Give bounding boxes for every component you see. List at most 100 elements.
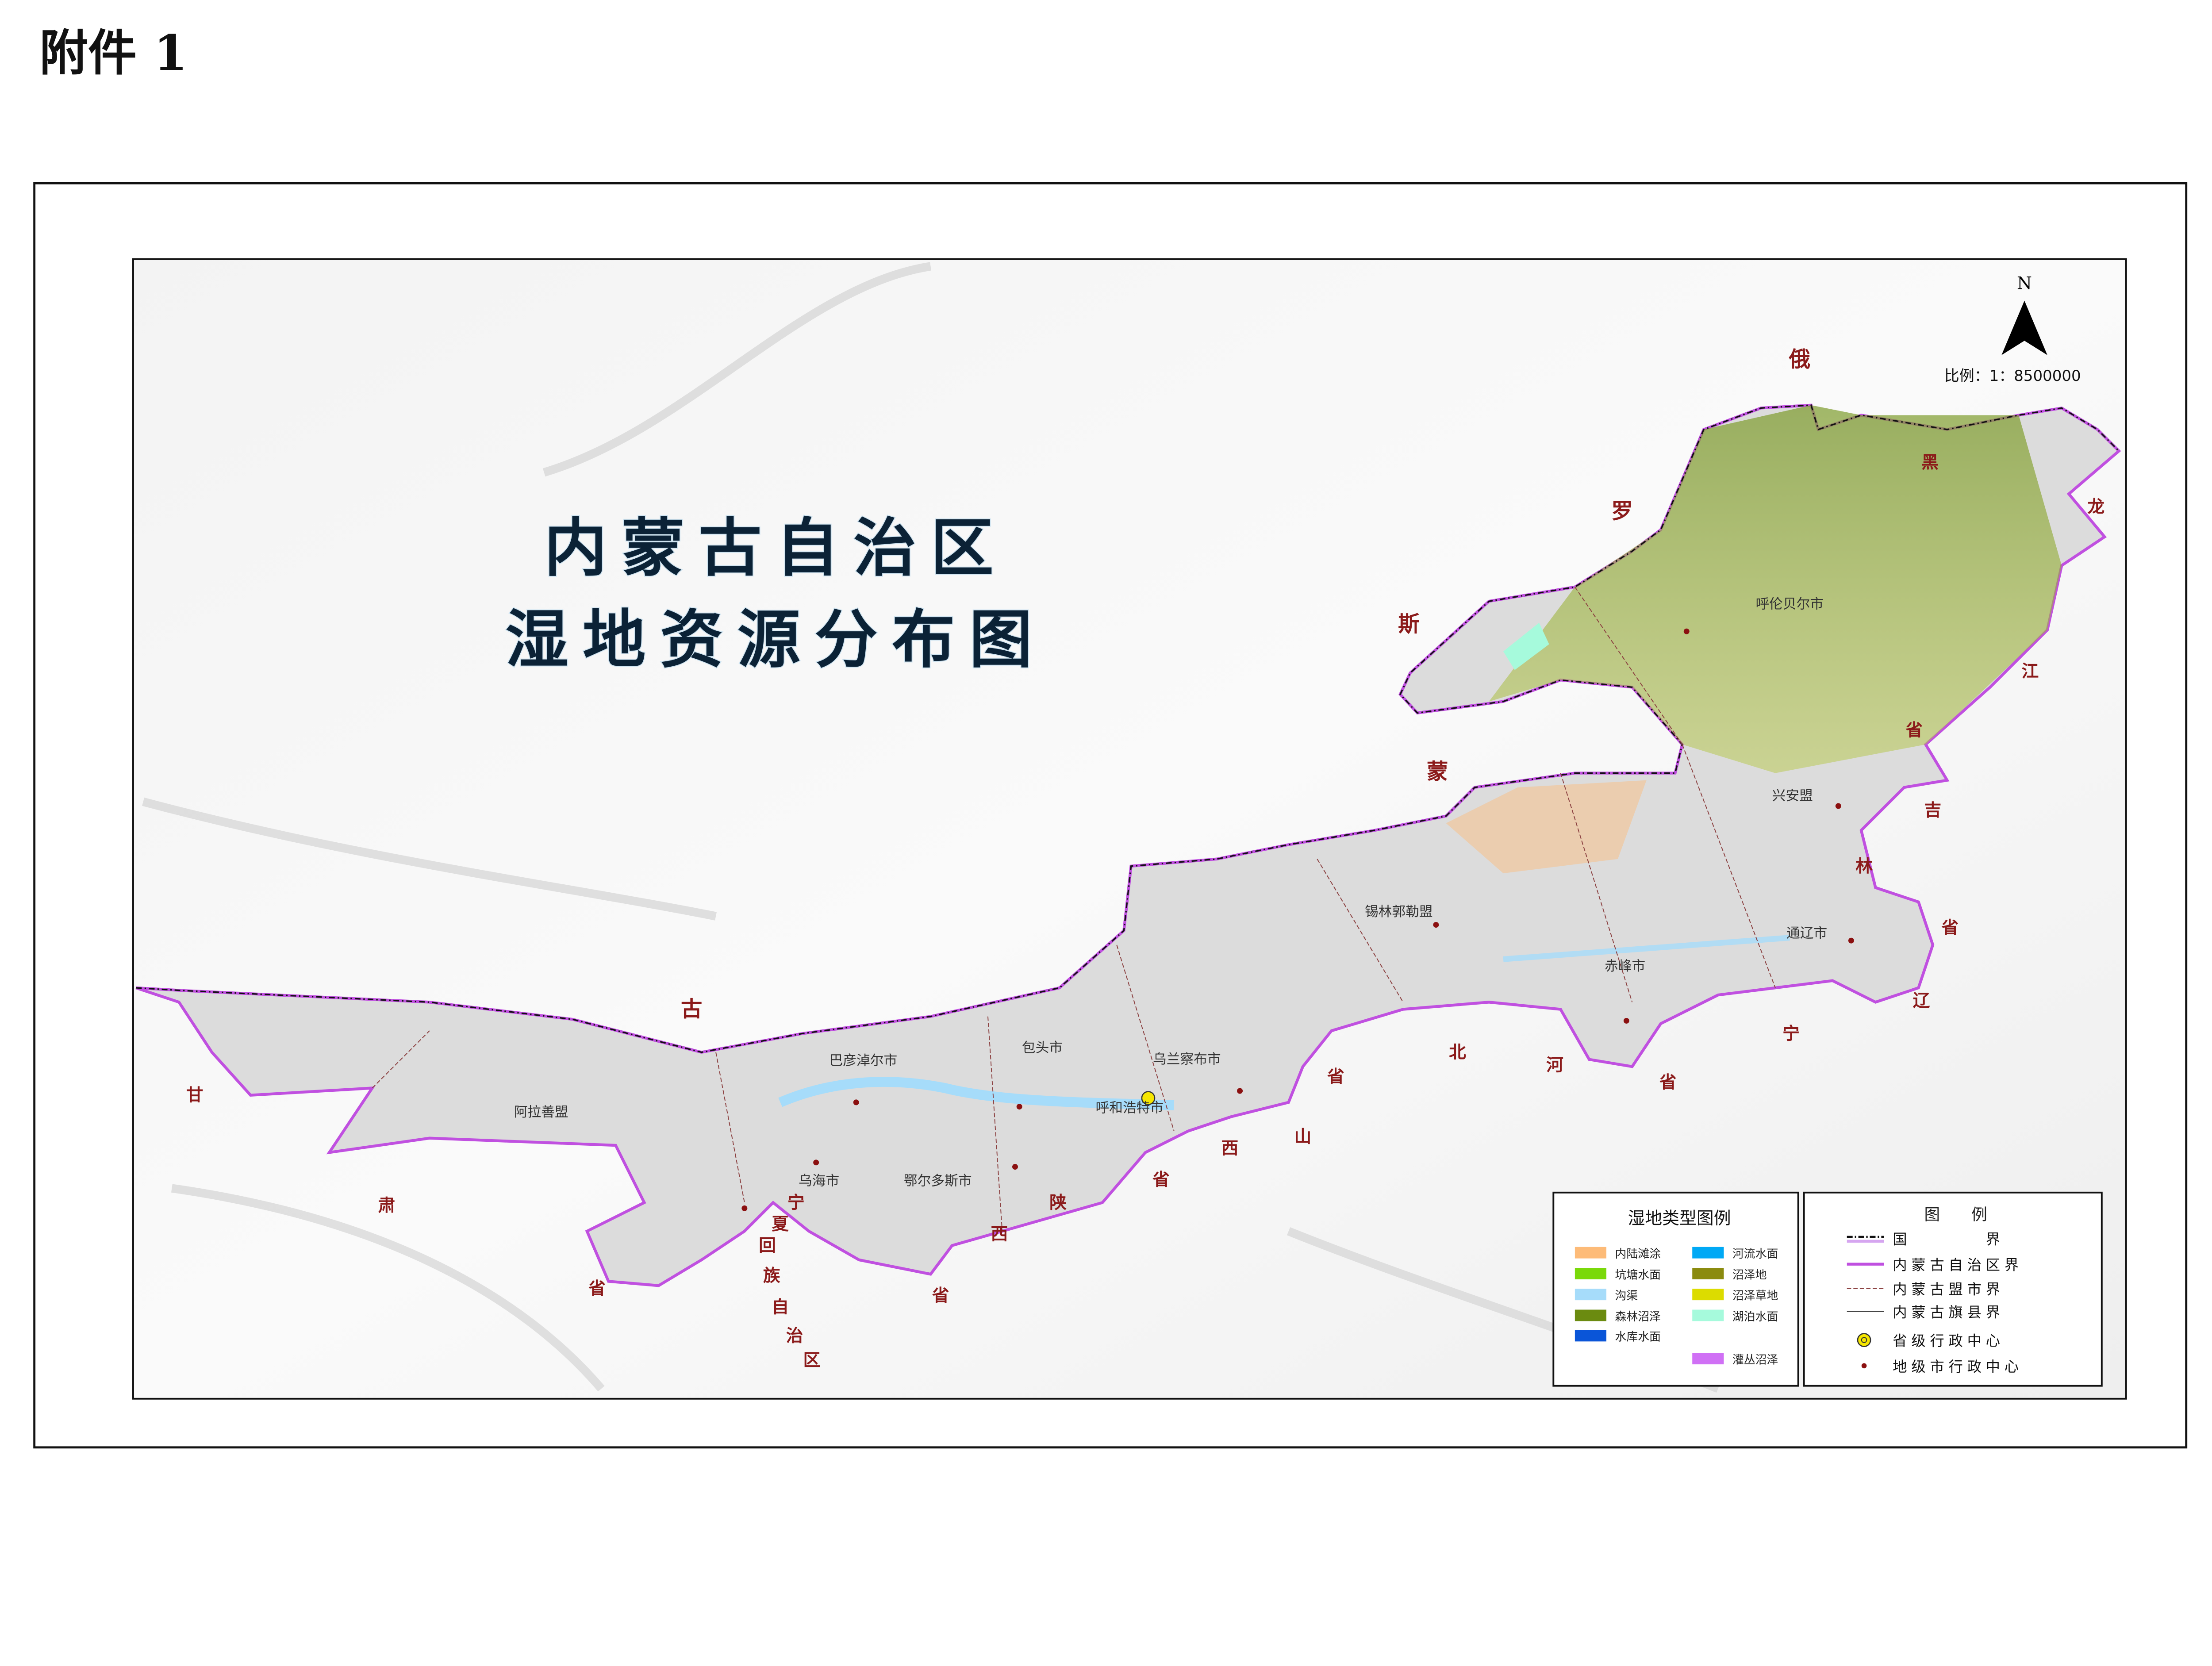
- wetland-sandy-steppe: [1446, 780, 1647, 874]
- wetland-swatch: [1575, 1309, 1607, 1321]
- neighbor-label: 肃: [378, 1196, 395, 1216]
- city-label: 赤峰市: [1605, 958, 1645, 974]
- city-dot-icon[interactable]: [1623, 1017, 1629, 1024]
- map-legend-label: 国 界: [1893, 1231, 2004, 1248]
- neighbor-label: 黑: [1921, 453, 1939, 472]
- city-dot-icon[interactable]: [1016, 1104, 1022, 1110]
- wetland-swatch: [1692, 1247, 1724, 1259]
- neighbor-label: 龙: [2087, 497, 2104, 517]
- neighbor-label: 宁: [787, 1193, 805, 1213]
- neighbor-label: 省: [1941, 918, 1959, 938]
- neighbor-label: 吉: [1924, 801, 1941, 821]
- wetland-legend-label: 湖泊水面: [1732, 1310, 1778, 1324]
- neighbor-label: 省: [1905, 720, 1923, 740]
- city-label: 包头市: [1022, 1040, 1063, 1056]
- city-dot-icon[interactable]: [1012, 1164, 1018, 1170]
- neighbor-label: 北: [1449, 1043, 1466, 1063]
- neighbor-label: 治: [786, 1326, 803, 1346]
- wetland-legend-label: 沼泽草地: [1732, 1290, 1778, 1303]
- north-label: N: [2017, 274, 2032, 294]
- wetland-hulun-lake: [1503, 622, 1549, 670]
- wetland-northeast: [1489, 405, 2062, 773]
- neighbor-label: 自: [772, 1297, 789, 1317]
- neighbor-label: 斯: [1398, 612, 1420, 637]
- wetland-yellow-river: [778, 1077, 1175, 1110]
- neighbor-label: 甘: [186, 1086, 204, 1106]
- wetland-swatch: [1575, 1289, 1607, 1301]
- wetland-legend-label: 灌丛沼泽: [1732, 1354, 1778, 1367]
- neighbor-label: 辽: [1913, 991, 1930, 1011]
- neighbor-label: 山: [1294, 1127, 1312, 1147]
- city-label: 兴安盟: [1772, 788, 1813, 804]
- map-legend-label: 内蒙古盟市界: [1893, 1281, 2004, 1298]
- city-dot-icon[interactable]: [853, 1099, 859, 1106]
- scale-text: 比例：1：8500000: [1944, 367, 2081, 385]
- neighbor-label: 区: [803, 1350, 821, 1370]
- provincial-center-icon[interactable]: [1141, 1091, 1156, 1106]
- wetland-swatch: [1692, 1353, 1724, 1365]
- wetland-river-east: [1503, 935, 1790, 962]
- map-legend-label: 省级行政中心: [1893, 1332, 2004, 1349]
- wetland-legend-label: 坑塘水面: [1615, 1268, 1661, 1282]
- neighbor-label: 西: [991, 1225, 1008, 1244]
- neighbor-label: 蒙: [1427, 760, 1448, 784]
- wetland-swatch: [1692, 1268, 1724, 1279]
- wetland-swatch: [1692, 1289, 1724, 1301]
- map-legend-label: 地级市行政中心: [1893, 1358, 2023, 1375]
- neighbor-label: 省: [932, 1286, 949, 1306]
- neighbor-label: 江: [2022, 662, 2039, 682]
- city-label: 乌兰察布市: [1153, 1052, 1221, 1067]
- neighbor-label: 省: [1659, 1073, 1677, 1093]
- city-label: 巴彦淖尔市: [830, 1053, 898, 1069]
- prefecture-center-icon: [1861, 1363, 1867, 1369]
- wetland-swatch: [1575, 1330, 1607, 1342]
- wetland-swatch: [1575, 1247, 1607, 1259]
- city-label: 通辽市: [1786, 925, 1827, 941]
- city-dot-icon[interactable]: [1683, 628, 1690, 634]
- city-label: 呼和浩特市: [1096, 1100, 1164, 1116]
- city-dot-icon[interactable]: [741, 1205, 748, 1211]
- neighbor-label: 林: [1855, 856, 1873, 876]
- wetland-legend-label: 水库水面: [1615, 1331, 1661, 1344]
- neighbor-label: 省: [588, 1279, 606, 1299]
- neighbor-label: 俄: [1789, 347, 1811, 372]
- city-dot-icon[interactable]: [1835, 803, 1841, 809]
- city-dot-icon[interactable]: [1848, 937, 1854, 944]
- city-dot-icon[interactable]: [1237, 1088, 1243, 1094]
- wetland-legend-title: 湿地类型图例: [1628, 1209, 1731, 1228]
- terrain-ridge: [142, 262, 1720, 1393]
- city-dot-icon[interactable]: [813, 1159, 819, 1166]
- map-title-line1: 内蒙古自治区: [544, 511, 1008, 585]
- neighbor-label: 夏: [772, 1214, 789, 1234]
- wetland-legend-label: 河流水面: [1732, 1248, 1778, 1261]
- neighbor-label: 族: [763, 1266, 780, 1286]
- neighbor-label: 省: [1152, 1170, 1170, 1190]
- wetland-swatch: [1575, 1268, 1607, 1279]
- city-label: 阿拉善盟: [514, 1104, 568, 1120]
- wetland-legend-label: 沟渠: [1615, 1290, 1638, 1303]
- national-border: [136, 404, 2120, 1053]
- neighbor-label: 宁: [1782, 1024, 1800, 1044]
- city-label: 鄂尔多斯市: [904, 1173, 972, 1189]
- wetland-swatch: [1692, 1309, 1724, 1321]
- neighbor-label: 陕: [1049, 1193, 1067, 1213]
- north-arrow: N: [2001, 274, 2047, 355]
- map-canvas: 内蒙古自治区 湿地资源分布图 N 比例：1：8500000 俄罗斯蒙古黑龙江省吉…: [33, 182, 2188, 1449]
- neighbor-label: 罗: [1611, 499, 1633, 524]
- provincial-center-icon-inner: [1861, 1337, 1867, 1343]
- provincial-center-icon: [1857, 1333, 1871, 1347]
- map-legend-label: 内蒙古自治区界: [1893, 1257, 2023, 1274]
- city-label: 锡林郭勒盟: [1365, 904, 1433, 920]
- neighbor-label: 古: [681, 997, 703, 1022]
- city-label: 呼伦贝尔市: [1755, 596, 1824, 612]
- attachment-label: 附件 1: [39, 24, 188, 81]
- city-dot-icon[interactable]: [1433, 922, 1439, 928]
- league-borders: [372, 587, 1776, 1232]
- neighbor-label: 西: [1221, 1138, 1239, 1158]
- wetland-legend-label: 森林沼泽: [1615, 1310, 1661, 1324]
- neighbor-label: 回: [759, 1236, 776, 1255]
